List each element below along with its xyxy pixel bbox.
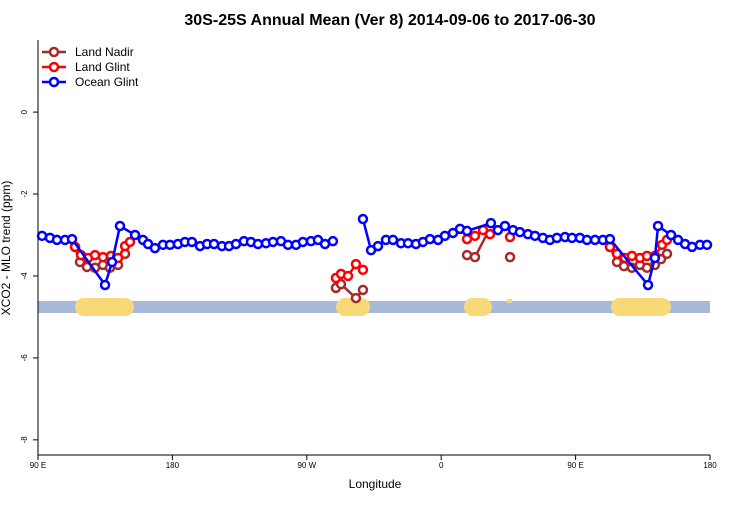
land-patch: [611, 298, 671, 316]
point: [485, 217, 497, 229]
point: [357, 284, 369, 296]
x-tick-label: 0: [439, 461, 444, 470]
land-ocean-strip: [38, 298, 710, 316]
point: [642, 279, 654, 291]
legend-label: Ocean Glint: [75, 75, 139, 89]
y-tick-label: 0: [20, 109, 29, 114]
land-patch: [507, 299, 512, 303]
point: [372, 240, 384, 252]
legend-marker: [48, 76, 60, 88]
point: [297, 236, 309, 248]
point: [99, 279, 111, 291]
point: [106, 256, 118, 268]
point: [652, 220, 664, 232]
point: [504, 251, 516, 263]
series: [36, 213, 713, 291]
point: [604, 233, 616, 245]
x-tick-label: 90 E: [567, 461, 583, 470]
point: [129, 229, 141, 241]
point: [701, 239, 713, 251]
point: [342, 270, 354, 282]
series: [69, 224, 673, 284]
point: [469, 251, 481, 263]
y-tick-label: -8: [20, 436, 29, 444]
land-patch: [75, 298, 134, 316]
point: [186, 236, 198, 248]
point: [350, 292, 362, 304]
point: [469, 230, 481, 242]
point: [97, 251, 109, 263]
legend-marker: [48, 46, 60, 58]
legend-label: Land Glint: [75, 60, 130, 74]
point: [499, 220, 511, 232]
point: [350, 258, 362, 270]
point: [327, 235, 339, 247]
point: [66, 233, 78, 245]
x-tick-label: 90 E: [30, 461, 46, 470]
point: [626, 250, 638, 262]
point: [51, 234, 63, 246]
x-tick-label: 180: [703, 461, 717, 470]
point: [551, 232, 563, 244]
y-axis-label: XCO2 - MLO trend (ppm): [0, 181, 13, 316]
point: [387, 234, 399, 246]
point: [665, 229, 677, 241]
land-patch: [464, 298, 492, 316]
x-tick-label: 180: [166, 461, 180, 470]
x-tick-label: 90 W: [297, 461, 316, 470]
legend-label: Land Nadir: [75, 45, 134, 59]
point: [114, 220, 126, 232]
point: [514, 226, 526, 238]
y-tick-label: -2: [20, 190, 29, 198]
point: [661, 248, 673, 260]
point: [124, 236, 136, 248]
ocean-strip: [38, 301, 710, 313]
point: [439, 230, 451, 242]
land-patch: [336, 298, 370, 316]
legend-marker: [48, 61, 60, 73]
point: [649, 252, 661, 264]
y-tick-label: -6: [20, 354, 29, 362]
point: [252, 238, 264, 250]
point: [357, 264, 369, 276]
chart-title: 30S-25S Annual Mean (Ver 8) 2014-09-06 t…: [184, 12, 595, 29]
series: [69, 222, 673, 304]
point: [581, 234, 593, 246]
point: [282, 239, 294, 251]
point: [357, 213, 369, 225]
y-tick-label: -4: [20, 272, 29, 280]
point: [461, 225, 473, 237]
point: [424, 233, 436, 245]
point: [484, 228, 496, 240]
x-axis-label: Longitude: [349, 477, 402, 491]
point: [149, 242, 161, 254]
